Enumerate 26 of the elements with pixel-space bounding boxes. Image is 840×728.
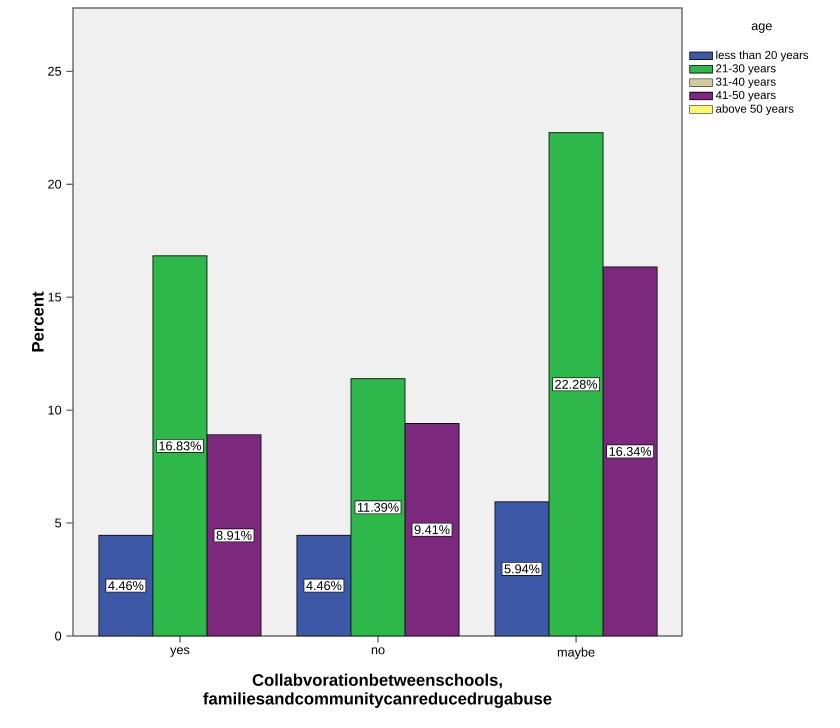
x-tick-label: maybe: [558, 647, 594, 660]
data-label: 11.39%: [358, 502, 399, 512]
legend-label: 31-40 years: [716, 78, 776, 88]
legend-label: 21-30 years: [716, 64, 776, 75]
y-tick-label: 25: [48, 66, 62, 76]
y-tick-label: 0: [55, 632, 62, 640]
data-label: 16.83%: [159, 441, 201, 450]
data-label: 8.91%: [216, 530, 252, 540]
legend-title: age: [752, 23, 772, 33]
y-tick-label: 15: [48, 292, 62, 302]
y-axis-title: Percent: [32, 292, 44, 352]
x-tick-label: yes: [170, 647, 190, 657]
data-label: 16.34%: [610, 446, 652, 456]
y-tick-label: 10: [48, 406, 62, 415]
data-label: 4.46%: [108, 581, 144, 590]
data-label: 9.41%: [414, 525, 450, 534]
legend-label: 41-50 years: [716, 90, 776, 102]
legend-label: less than 20 years: [716, 50, 808, 62]
data-label: 22.28%: [555, 380, 598, 389]
y-tick-label: 5: [55, 518, 62, 528]
x-axis-title: Collabvorationbetweenschools, familiesandcommunitycanreducedrugabuse: [203, 674, 552, 708]
data-label: 5.94%: [504, 564, 540, 574]
y-tick-label: 20: [48, 180, 62, 189]
x-tick-label: no: [372, 647, 385, 654]
data-label: 4.46%: [306, 581, 342, 590]
legend-label: above 50 years: [716, 104, 794, 115]
